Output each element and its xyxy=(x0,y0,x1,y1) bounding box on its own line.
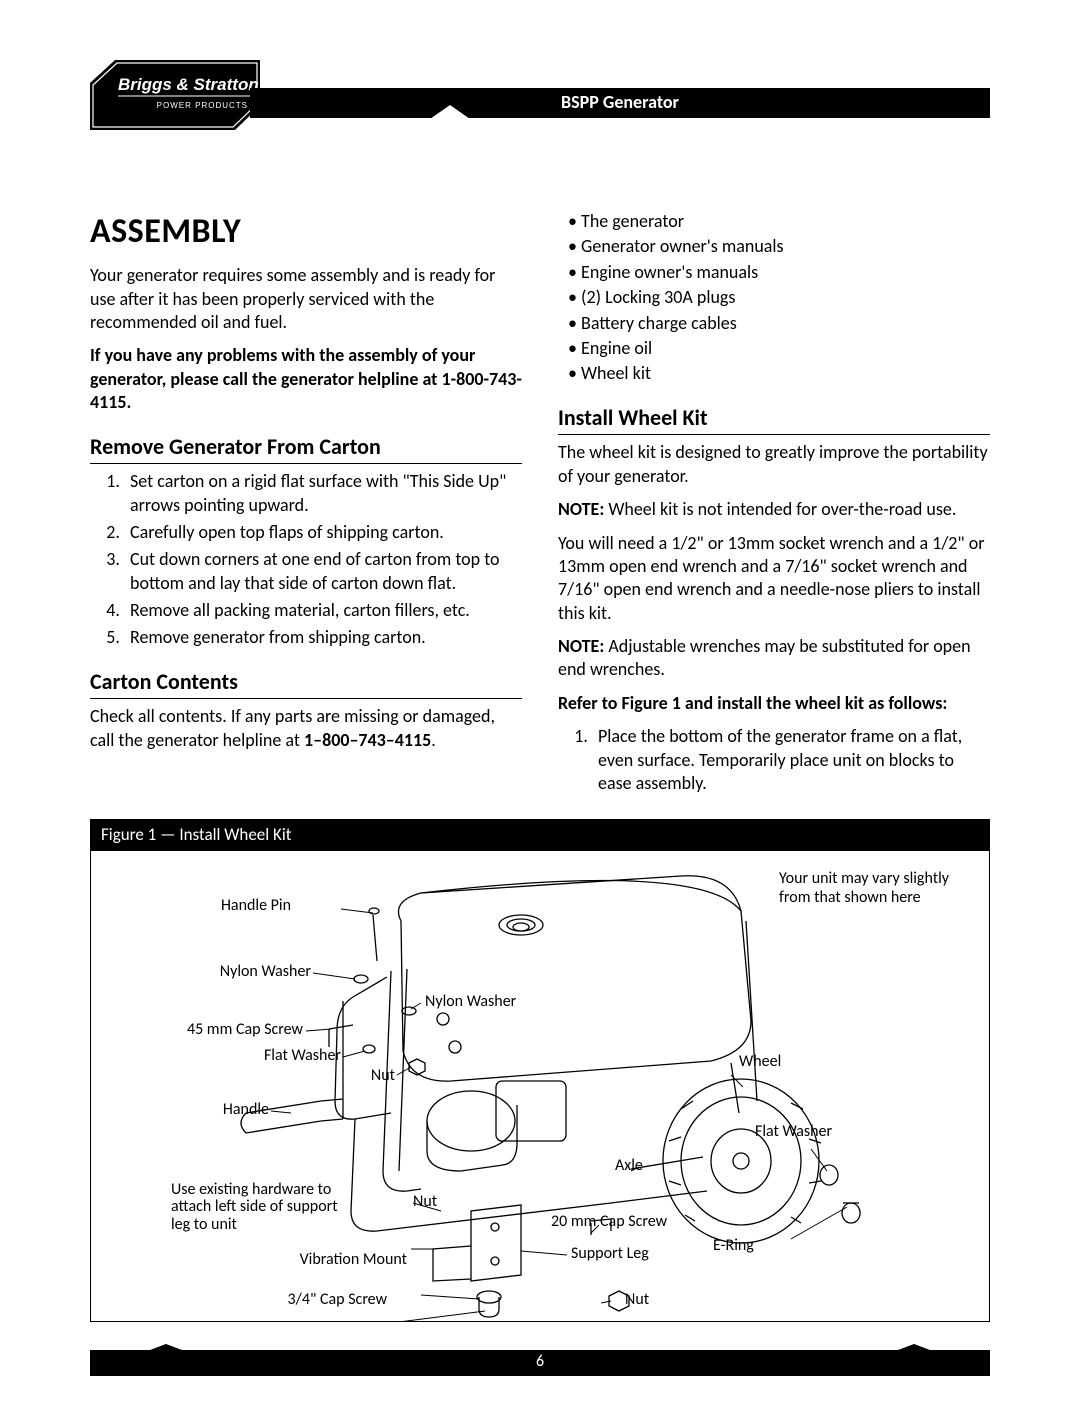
brand-logo: Briggs & Stratton POWER PRODUCTS xyxy=(90,60,260,130)
list-item: Set carton on a rigid flat surface with … xyxy=(124,470,522,517)
wheelkit-intro: The wheel kit is designed to greatly imp… xyxy=(558,441,990,488)
list-item: Place the bottom of the generator frame … xyxy=(592,725,990,795)
label-nylon-washer-2: Nylon Washer xyxy=(425,993,516,1011)
remove-steps-list: Set carton on a rigid flat surface with … xyxy=(90,470,522,650)
list-item: Battery charge cables xyxy=(568,312,990,335)
right-column: The generator Generator owner's manuals … xyxy=(558,210,990,805)
header-title-bar: BSPP Generator xyxy=(250,88,990,118)
label-20mm-cap-screw: 20 mm Cap Screw xyxy=(551,1213,667,1231)
label-axle: Axle xyxy=(615,1157,643,1175)
label-handle: Handle xyxy=(223,1101,269,1119)
brand-sub-text: POWER PRODUCTS xyxy=(157,101,248,110)
wheelkit-note-1: NOTE: Wheel kit is not intended for over… xyxy=(558,498,990,521)
list-item: (2) Locking 30A plugs xyxy=(568,286,990,309)
header-notch-icon xyxy=(430,105,470,119)
figure-caption: Figure 1 — Install Wheel Kit xyxy=(91,820,989,850)
label-45mm-cap-screw: 45 mm Cap Screw xyxy=(187,1021,303,1039)
wheelkit-tools: You will need a 1/2" or 13mm socket wren… xyxy=(558,532,990,626)
footer-bump-icon xyxy=(898,1344,930,1350)
content-columns: Assembly Your generator requires some as… xyxy=(90,210,990,805)
figure-1: Figure 1 — Install Wheel Kit xyxy=(90,819,990,1321)
label-wheel: Wheel xyxy=(739,1053,781,1071)
heading-carton-contents: Carton Contents xyxy=(90,668,522,700)
list-item: The generator xyxy=(568,210,990,233)
wheelkit-refer: Refer to Figure 1 and install the wheel … xyxy=(558,692,990,715)
label-34-cap-screw: 3/4" Cap Screw xyxy=(288,1291,387,1309)
label-flat-washer-right: Flat Washer xyxy=(755,1123,832,1141)
label-handle-pin: Handle Pin xyxy=(221,897,291,915)
label-flat-washer-left: Flat Washer xyxy=(264,1047,341,1065)
figure-variance-note: Your unit may vary slightly from that sh… xyxy=(779,869,949,907)
figure-body: Your unit may vary slightly from that sh… xyxy=(91,851,989,1321)
label-vibration-mount: Vibration Mount xyxy=(300,1251,407,1269)
helpline-callout: If you have any problems with the assemb… xyxy=(90,344,522,414)
intro-paragraph: Your generator requires some assembly an… xyxy=(90,264,522,334)
list-item: Remove generator from shipping carton. xyxy=(124,626,522,649)
label-nylon-washer-top: Nylon Washer xyxy=(220,963,311,981)
heading-install-wheel-kit: Install Wheel Kit xyxy=(558,404,990,436)
list-item: Engine owner's manuals xyxy=(568,261,990,284)
contents-intro: Check all contents. If any parts are mis… xyxy=(90,705,522,752)
wheel-kit-diagram-icon xyxy=(91,851,991,1321)
label-existing-hardware: Use existing hardware to attach left sid… xyxy=(171,1181,351,1234)
page-number: 6 xyxy=(536,1352,544,1373)
heading-remove-from-carton: Remove Generator From Carton xyxy=(90,433,522,465)
label-nut-bracket: Nut xyxy=(413,1193,437,1211)
footer-bump-icon xyxy=(150,1344,182,1350)
label-support-leg: Support Leg xyxy=(571,1245,649,1263)
briggs-stratton-logo-icon: Briggs & Stratton POWER PRODUCTS xyxy=(90,60,260,130)
list-item: Cut down corners at one end of carton fr… xyxy=(124,548,522,595)
wheelkit-note-2: NOTE: Adjustable wrenches may be substit… xyxy=(558,635,990,682)
page-header: Briggs & Stratton POWER PRODUCTS BSPP Ge… xyxy=(90,60,990,130)
label-e-ring: E-Ring xyxy=(713,1237,754,1255)
page-footer: 6 xyxy=(90,1350,990,1376)
list-item: Carefully open top flaps of shipping car… xyxy=(124,521,522,544)
list-item: Remove all packing material, carton fill… xyxy=(124,599,522,622)
label-nut-right: Nut xyxy=(625,1291,649,1309)
list-item: Wheel kit xyxy=(568,362,990,385)
section-title-assembly: Assembly xyxy=(90,210,522,254)
list-item: Engine oil xyxy=(568,337,990,360)
label-nut-left: Nut xyxy=(371,1067,395,1085)
carton-contents-list: The generator Generator owner's manuals … xyxy=(558,210,990,386)
left-column: Assembly Your generator requires some as… xyxy=(90,210,522,805)
brand-top-text: Briggs & Stratton xyxy=(118,75,259,94)
list-item: Generator owner's manuals xyxy=(568,235,990,258)
header-product-name: BSPP Generator xyxy=(561,91,679,114)
wheelkit-steps-list: Place the bottom of the generator frame … xyxy=(558,725,990,795)
